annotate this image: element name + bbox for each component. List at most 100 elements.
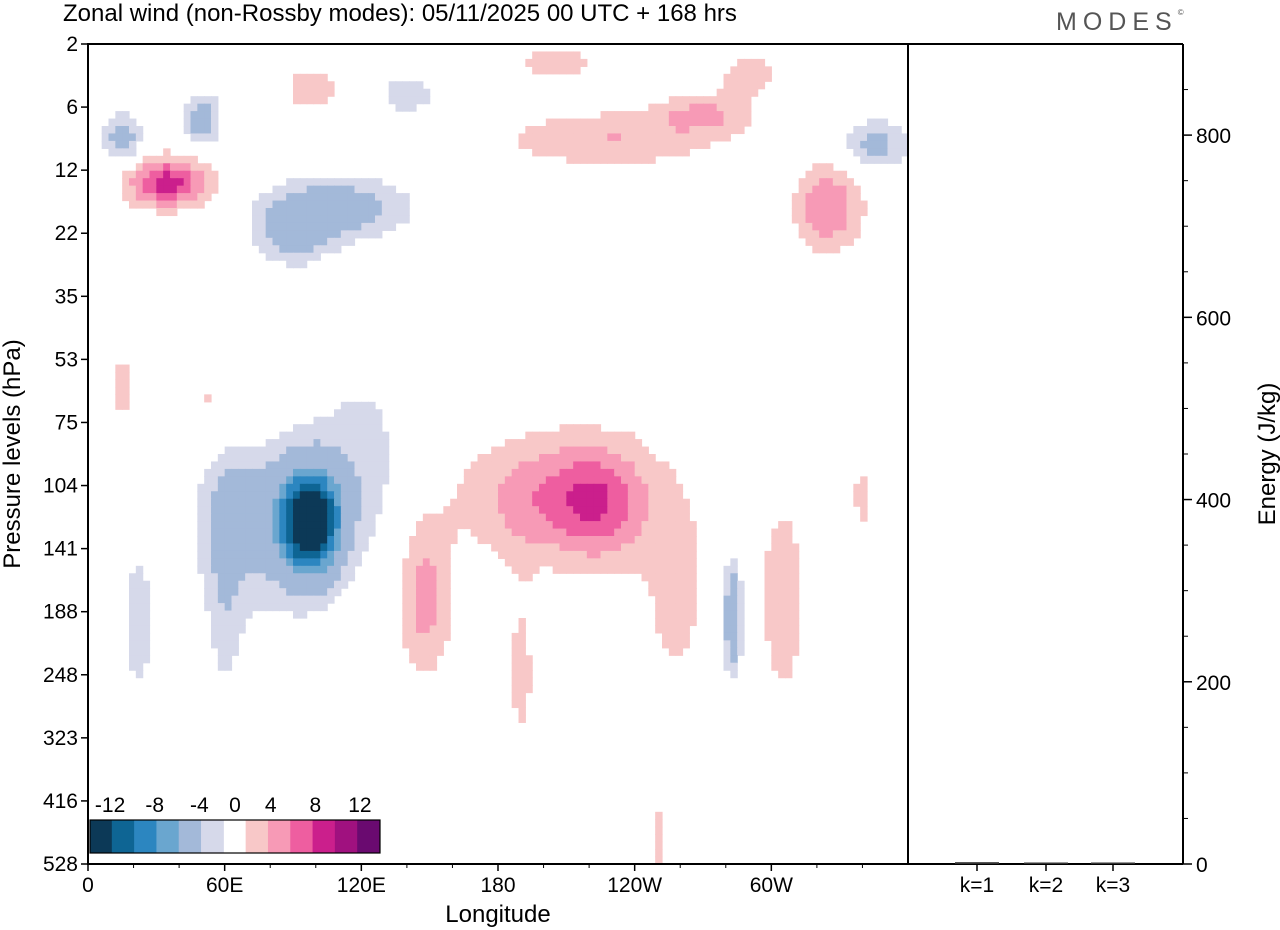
field-cell xyxy=(156,170,164,179)
field-cell xyxy=(812,185,820,194)
field-cell xyxy=(498,454,506,463)
field-cell xyxy=(655,536,663,545)
field-cell xyxy=(682,103,690,112)
field-cell xyxy=(347,222,356,231)
field-cell xyxy=(805,215,813,224)
field-cell xyxy=(634,521,643,530)
field-cell xyxy=(238,543,246,552)
field-cell xyxy=(832,178,841,187)
field-cell xyxy=(293,498,301,507)
field-cell xyxy=(129,632,137,641)
field-cell xyxy=(593,565,602,574)
field-cell xyxy=(313,536,321,545)
field-cell xyxy=(347,237,356,246)
field-cell xyxy=(771,573,779,582)
field-cell xyxy=(197,111,205,120)
field-cell xyxy=(785,603,793,612)
field-cell xyxy=(422,513,431,522)
field-cell xyxy=(245,498,253,507)
field-cell xyxy=(525,446,533,455)
field-cell xyxy=(347,468,356,477)
field-cell xyxy=(723,88,731,97)
field-cell xyxy=(552,431,561,440)
field-cell xyxy=(641,558,649,567)
field-cell xyxy=(327,558,335,567)
field-cell xyxy=(347,446,356,455)
field-cell xyxy=(552,439,561,448)
field-cell xyxy=(299,528,308,537)
field-cell xyxy=(778,528,786,537)
field-cell xyxy=(238,468,246,477)
field-cell xyxy=(265,491,274,500)
field-cell xyxy=(231,513,239,522)
field-cell xyxy=(422,565,431,574)
field-cell xyxy=(340,446,349,455)
field-cell xyxy=(409,647,417,656)
field-cell xyxy=(682,618,690,627)
field-cell xyxy=(279,536,287,545)
field-cell xyxy=(532,148,540,157)
field-cell xyxy=(252,588,260,597)
field-cell xyxy=(518,670,526,679)
field-cell xyxy=(286,245,294,254)
field-cell xyxy=(217,476,226,485)
field-cell xyxy=(402,96,410,105)
field-cell xyxy=(176,170,185,179)
field-cell xyxy=(566,155,574,164)
field-cell xyxy=(238,550,246,559)
field-cell xyxy=(860,140,868,149)
field-cell xyxy=(785,536,793,545)
field-cell xyxy=(607,454,615,463)
field-cell xyxy=(873,126,882,135)
field-cell xyxy=(552,140,561,149)
field-cell xyxy=(655,618,663,627)
field-cell xyxy=(450,513,458,522)
field-cell xyxy=(723,618,731,627)
field-cell xyxy=(347,461,356,470)
field-cell xyxy=(771,543,779,552)
field-cell xyxy=(552,528,561,537)
field-cell xyxy=(750,58,759,67)
field-cell xyxy=(327,237,335,246)
field-cell xyxy=(778,632,786,641)
field-cell xyxy=(518,647,526,656)
field-cell xyxy=(272,558,280,567)
field-cell xyxy=(539,558,547,567)
field-cell xyxy=(539,550,547,559)
field-cell xyxy=(641,565,649,574)
field-cell xyxy=(580,431,588,440)
field-cell xyxy=(334,528,342,537)
field-cell xyxy=(286,603,294,612)
field-cell xyxy=(559,51,567,60)
field-cell xyxy=(832,185,841,194)
y-tick-label: 75 xyxy=(55,411,78,434)
field-cell xyxy=(190,170,198,179)
field-cell xyxy=(641,543,649,552)
field-cell xyxy=(135,170,144,179)
field-cell xyxy=(265,446,274,455)
field-cell xyxy=(580,483,588,492)
field-cell xyxy=(299,595,308,604)
field-cell xyxy=(559,118,567,127)
field-cell xyxy=(539,461,547,470)
field-cell xyxy=(443,513,451,522)
field-cell xyxy=(347,476,356,485)
field-cell xyxy=(299,521,308,530)
field-cell xyxy=(313,580,321,589)
field-cell xyxy=(306,178,315,187)
field-cell xyxy=(197,491,205,500)
field-cell xyxy=(422,573,431,582)
field-cell xyxy=(627,118,636,127)
field-cell xyxy=(614,461,622,470)
field-cell xyxy=(627,155,636,164)
field-cell xyxy=(566,461,574,470)
field-cell xyxy=(190,200,198,209)
field-cell xyxy=(621,513,629,522)
field-cell xyxy=(334,461,342,470)
field-cell xyxy=(518,133,526,142)
field-cell xyxy=(204,111,212,120)
field-cell xyxy=(422,655,431,664)
field-cell xyxy=(402,565,410,574)
field-cell xyxy=(252,528,260,537)
field-cell xyxy=(361,208,369,217)
